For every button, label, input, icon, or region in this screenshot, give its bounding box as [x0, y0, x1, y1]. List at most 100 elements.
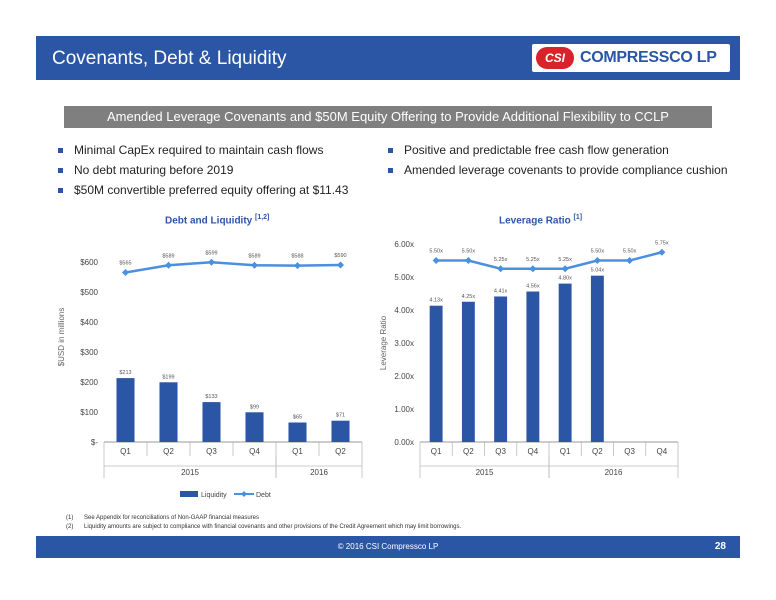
- y-tick-label: 0.00x: [394, 438, 414, 447]
- line-point: [658, 248, 666, 256]
- bullet-item: Amended leverage covenants to provide co…: [388, 163, 728, 177]
- x-tick-label: Q1: [560, 447, 571, 456]
- footnote-2: (2) Liquidity amounts are subject to comp…: [66, 524, 462, 530]
- x-tick-label: Q4: [528, 447, 539, 456]
- x-tick-label: Q2: [463, 447, 474, 456]
- bullet-list-right: Positive and predictable free cash flow …: [388, 143, 728, 183]
- line-series: [436, 251, 663, 270]
- y-tick-label: 2.00x: [394, 372, 414, 381]
- year-group-label: 2015: [476, 468, 494, 477]
- footnotes: (1) See Appendix for reconciliations of N…: [66, 514, 461, 532]
- bar: [116, 378, 135, 442]
- y-tick-label: $-: [91, 438, 98, 447]
- line-point: [561, 265, 569, 273]
- line-data-label: 5.25x: [558, 257, 572, 263]
- y-tick-label: 3.00x: [394, 339, 414, 348]
- line-point: [529, 265, 537, 273]
- line-point: [337, 261, 344, 269]
- bar-data-label: $65: [293, 415, 302, 421]
- y-tick-label: $600: [80, 258, 98, 267]
- y-tick-label: 6.00x: [394, 240, 414, 249]
- line-data-label: $565: [119, 261, 131, 267]
- bar-data-label: 4.13x: [429, 298, 443, 304]
- bar: [202, 402, 221, 442]
- bar-data-label: 4.41x: [494, 288, 508, 294]
- bar-data-label: $99: [250, 404, 259, 410]
- logo-mark-text: CSI: [544, 51, 565, 65]
- bar: [526, 291, 540, 442]
- x-tick-label: Q4: [249, 447, 260, 456]
- bar-data-label: 4.25x: [462, 294, 476, 300]
- y-axis-label: $USD in millions: [57, 308, 66, 367]
- bar: [461, 301, 475, 442]
- x-tick-label: Q4: [657, 447, 668, 456]
- bar: [494, 296, 508, 442]
- bar-data-label: $199: [162, 374, 174, 380]
- logo-text: COMPRESSCO LP: [580, 49, 717, 66]
- x-tick-label: Q1: [292, 447, 303, 456]
- legend-swatch-liquidity: [180, 491, 198, 497]
- bullet-item: No debt maturing before 2019: [58, 163, 348, 177]
- y-tick-label: 4.00x: [394, 306, 414, 315]
- line-data-label: 5.50x: [429, 249, 443, 255]
- line-point: [251, 261, 258, 269]
- line-data-label: 5.25x: [494, 257, 508, 263]
- bullet-item: Minimal CapEx required to maintain cash …: [58, 143, 348, 157]
- bar-data-label: $213: [119, 370, 131, 376]
- x-tick-label: Q2: [163, 447, 174, 456]
- x-tick-label: Q1: [431, 447, 442, 456]
- x-tick-label: Q1: [120, 447, 131, 456]
- header-bar: Covenants, Debt & Liquidity CSI COMPRESS…: [36, 36, 740, 80]
- y-tick-label: $500: [80, 288, 98, 297]
- line-data-label: 5.50x: [462, 249, 476, 255]
- x-tick-label: Q2: [335, 447, 346, 456]
- line-data-label: 5.25x: [526, 257, 540, 263]
- x-tick-label: Q3: [624, 447, 635, 456]
- line-data-label: $599: [205, 250, 217, 256]
- bar-data-label: 4.56x: [526, 284, 540, 290]
- bar: [558, 283, 572, 442]
- bar-data-label: $133: [205, 394, 217, 400]
- y-axis-label: Leverage Ratio: [379, 315, 388, 370]
- y-tick-label: 5.00x: [394, 273, 414, 282]
- bar-data-label: $71: [336, 413, 345, 419]
- line-point: [294, 262, 301, 270]
- line-point: [165, 261, 172, 269]
- bar: [245, 412, 264, 442]
- x-tick-label: Q3: [206, 447, 217, 456]
- page-number: 28: [714, 541, 726, 552]
- bar-data-label: 5.04x: [591, 268, 605, 274]
- line-data-label: $588: [291, 254, 303, 260]
- y-tick-label: $100: [80, 408, 98, 417]
- y-tick-label: $400: [80, 318, 98, 327]
- bar: [429, 305, 443, 442]
- logo-mark: CSI: [536, 47, 574, 69]
- line-point: [464, 257, 472, 264]
- bar: [331, 420, 350, 442]
- copyright-text: © 2016 CSI Compressco LP: [337, 542, 439, 551]
- page-title: Covenants, Debt & Liquidity: [52, 48, 287, 69]
- line-data-label: 5.75x: [655, 240, 669, 246]
- year-group-label: 2016: [310, 468, 328, 477]
- line-data-label: $589: [162, 253, 174, 259]
- line-point: [432, 257, 440, 264]
- section-banner: Amended Leverage Covenants and $50M Equi…: [64, 106, 712, 128]
- bar-data-label: 4.80x: [558, 276, 572, 282]
- x-tick-label: Q3: [495, 447, 506, 456]
- leverage-chart-title: Leverage Ratio [1]: [499, 214, 583, 227]
- line-data-label: $589: [248, 253, 260, 259]
- company-logo: CSI COMPRESSCO LP: [532, 44, 730, 72]
- line-point: [497, 265, 505, 273]
- bullet-item: $50M convertible preferred equity offeri…: [58, 183, 348, 197]
- line-data-label: 5.50x: [623, 249, 637, 255]
- line-point: [626, 257, 634, 264]
- debt-liquidity-chart: $- $100 $200 $300 $400 $500 $600 $USD in millio…: [57, 250, 363, 499]
- bullet-item: Positive and predictable free cash flow …: [388, 143, 728, 157]
- bar: [288, 422, 307, 442]
- debt-chart-title: Debt and Liquidity [1,2]: [165, 214, 270, 227]
- bar: [159, 382, 178, 442]
- line-data-label: 5.50x: [591, 249, 605, 255]
- bar: [590, 275, 604, 442]
- legend-label: Liquidity: [201, 492, 227, 499]
- x-tick-label: Q2: [592, 447, 603, 456]
